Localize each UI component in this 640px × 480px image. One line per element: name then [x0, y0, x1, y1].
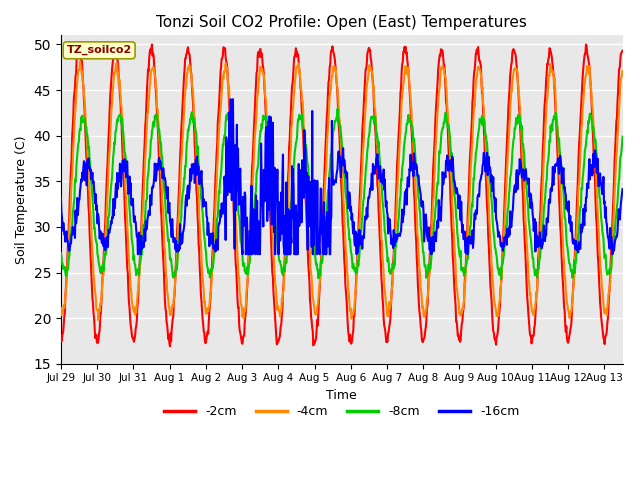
-4cm: [305, 240, 313, 245]
-8cm: [506, 175, 514, 180]
-8cm: [57, 250, 65, 256]
-8cm: [444, 120, 451, 126]
-4cm: [76, 58, 84, 64]
-2cm: [111, 40, 118, 46]
Line: -16cm: -16cm: [61, 99, 623, 254]
-4cm: [444, 110, 452, 116]
-16cm: [227, 96, 234, 102]
-4cm: [116, 77, 124, 83]
Title: Tonzi Soil CO2 Profile: Open (East) Temperatures: Tonzi Soil CO2 Profile: Open (East) Temp…: [156, 15, 527, 30]
-16cm: [285, 252, 293, 257]
-2cm: [285, 144, 293, 150]
-8cm: [495, 269, 503, 275]
-4cm: [506, 108, 514, 114]
-4cm: [496, 295, 504, 301]
-8cm: [497, 276, 505, 282]
-2cm: [166, 343, 174, 349]
-4cm: [95, 317, 102, 323]
Line: -8cm: -8cm: [61, 109, 623, 279]
Line: -4cm: -4cm: [61, 61, 623, 320]
-16cm: [305, 214, 313, 220]
-4cm: [285, 172, 293, 178]
-16cm: [496, 233, 504, 239]
-16cm: [134, 252, 142, 257]
-16cm: [115, 182, 122, 188]
Text: TZ_soilco2: TZ_soilco2: [67, 45, 132, 56]
-16cm: [506, 208, 514, 214]
Y-axis label: Soil Temperature (C): Soil Temperature (C): [15, 135, 28, 264]
-2cm: [619, 48, 627, 54]
-16cm: [619, 186, 627, 192]
-8cm: [619, 134, 627, 140]
-2cm: [496, 302, 504, 308]
Legend: -2cm, -4cm, -8cm, -16cm: -2cm, -4cm, -8cm, -16cm: [159, 400, 524, 423]
-4cm: [619, 68, 627, 74]
-2cm: [506, 73, 514, 79]
Line: -2cm: -2cm: [61, 43, 623, 346]
-2cm: [305, 278, 313, 284]
-8cm: [115, 115, 122, 121]
X-axis label: Time: Time: [326, 389, 357, 402]
-16cm: [57, 194, 65, 200]
-2cm: [57, 334, 65, 339]
-8cm: [333, 106, 341, 112]
-2cm: [444, 122, 452, 128]
-16cm: [444, 155, 452, 160]
-8cm: [284, 236, 292, 242]
-4cm: [57, 305, 65, 311]
-8cm: [305, 166, 312, 171]
-2cm: [115, 77, 123, 83]
